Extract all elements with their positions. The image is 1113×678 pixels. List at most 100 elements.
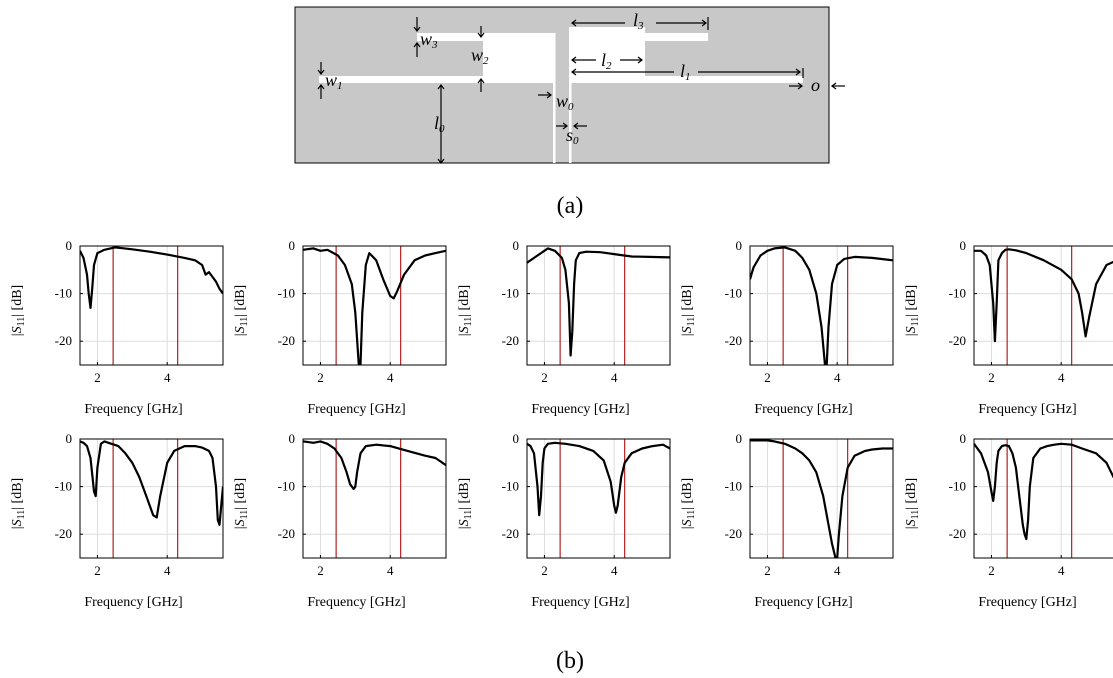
- s11-curve: [974, 248, 1113, 343]
- ytick-label--20: -20: [725, 333, 742, 348]
- label-w3: w3: [420, 29, 438, 51]
- xtick-label-2: 2: [988, 563, 995, 578]
- label-o: o: [811, 75, 820, 95]
- xtick-label-2: 2: [541, 563, 548, 578]
- ytick-label-0: 0: [289, 431, 296, 446]
- s11-curve: [303, 247, 446, 365]
- ytick-label--10: -10: [949, 479, 966, 494]
- s11-curve: [527, 247, 670, 357]
- plot-row1-col4: 2 4 0 -10 -20 Frequency [GHz] |S11| [dB]: [680, 238, 894, 417]
- plot-frame: [749, 438, 894, 559]
- ytick-label--10: -10: [55, 479, 72, 494]
- caption-a: (a): [557, 193, 584, 219]
- xtick-label-4: 4: [387, 563, 394, 578]
- plot-frame: [973, 245, 1113, 366]
- ytick-label--20: -20: [725, 526, 742, 541]
- label-l1: l1: [680, 61, 691, 83]
- ytick-label-0: 0: [960, 238, 967, 253]
- x-axis-title: Frequency [GHz]: [754, 595, 852, 610]
- ytick-label-0: 0: [513, 431, 520, 446]
- ytick-label--20: -20: [55, 333, 72, 348]
- xtick-label-4: 4: [611, 563, 618, 578]
- ytick-label--10: -10: [725, 479, 742, 494]
- x-axis-title: Frequency [GHz]: [754, 402, 852, 417]
- s11-curve: [527, 441, 670, 517]
- xtick-label-4: 4: [834, 370, 841, 385]
- x-axis-title: Frequency [GHz]: [978, 402, 1076, 417]
- plot-row2-col4: 2 4 0 -10 -20 Frequency [GHz] |S11| [dB]: [680, 431, 894, 610]
- label-l3: l3: [633, 10, 644, 32]
- label-w1: w1: [325, 70, 343, 92]
- s11-curve: [750, 246, 893, 365]
- plot-frame: [526, 245, 671, 366]
- plot-row2-col5: 2 4 0 -10 -20 Frequency [GHz] |S11| [dB]: [904, 431, 1113, 610]
- s11-plots: 2 4 0 -10 -20 Frequency [GHz] |S11| [dB] 2 4 0 -10…: [10, 238, 1113, 610]
- antenna-diagram: w3 w2 w1 l0 w0 s0 l3 l2 l1 o: [294, 6, 845, 164]
- y-axis-title: |S11| [dB]: [680, 478, 697, 529]
- plot-row2-col3: 2 4 0 -10 -20 Frequency [GHz] |S11| [dB]: [457, 431, 671, 610]
- xtick-label-4: 4: [834, 563, 841, 578]
- ytick-label--20: -20: [55, 526, 72, 541]
- y-axis-title: |S11| [dB]: [680, 285, 697, 336]
- dimension-arrows: [317, 17, 845, 164]
- xtick-label-4: 4: [1058, 370, 1065, 385]
- xtick-label-2: 2: [764, 563, 771, 578]
- y-axis-title: |S11| [dB]: [10, 478, 27, 529]
- plot-row1-col1: 2 4 0 -10 -20 Frequency [GHz] |S11| [dB]: [10, 238, 224, 417]
- ytick-label--20: -20: [278, 526, 295, 541]
- ytick-label--20: -20: [502, 526, 519, 541]
- ytick-label--20: -20: [278, 333, 295, 348]
- s11-curve: [974, 442, 1113, 541]
- y-axis-title: |S11| [dB]: [457, 478, 474, 529]
- ytick-label-0: 0: [960, 431, 967, 446]
- ytick-label--20: -20: [949, 333, 966, 348]
- x-axis-title: Frequency [GHz]: [307, 402, 405, 417]
- label-w2: w2: [471, 45, 489, 67]
- xtick-label-2: 2: [541, 370, 548, 385]
- plot-frame: [79, 245, 224, 366]
- plot-row2-col2: 2 4 0 -10 -20 Frequency [GHz] |S11| [dB]: [233, 431, 447, 610]
- slot-w2-block: [483, 33, 555, 83]
- x-axis-title: Frequency [GHz]: [531, 402, 629, 417]
- plot-frame: [749, 245, 894, 366]
- caption-b: (b): [556, 648, 584, 674]
- ytick-label-0: 0: [736, 238, 743, 253]
- plot-row2-col1: 2 4 0 -10 -20 Frequency [GHz] |S11| [dB]: [10, 431, 224, 610]
- y-axis-title: |S11| [dB]: [904, 478, 921, 529]
- x-axis-title: Frequency [GHz]: [84, 402, 182, 417]
- x-axis-title: Frequency [GHz]: [307, 595, 405, 610]
- xtick-label-2: 2: [317, 563, 324, 578]
- xtick-label-4: 4: [1058, 563, 1065, 578]
- xtick-label-4: 4: [164, 370, 171, 385]
- x-axis-title: Frequency [GHz]: [84, 595, 182, 610]
- ytick-label--10: -10: [278, 479, 295, 494]
- ytick-label-0: 0: [66, 431, 73, 446]
- label-l2: l2: [601, 50, 612, 72]
- slot-w3-arm: [417, 33, 555, 41]
- y-axis-title: |S11| [dB]: [233, 285, 250, 336]
- y-axis-title: |S11| [dB]: [904, 285, 921, 336]
- y-axis-title: |S11| [dB]: [233, 478, 250, 529]
- x-axis-title: Frequency [GHz]: [531, 595, 629, 610]
- xtick-label-2: 2: [94, 370, 101, 385]
- plot-frame: [79, 438, 224, 559]
- xtick-label-4: 4: [164, 563, 171, 578]
- ytick-label--10: -10: [949, 286, 966, 301]
- plot-frame: [302, 438, 447, 559]
- xtick-label-2: 2: [94, 563, 101, 578]
- xtick-label-4: 4: [387, 370, 394, 385]
- ytick-label--10: -10: [278, 286, 295, 301]
- plot-row1-col2: 2 4 0 -10 -20 Frequency [GHz] |S11| [dB]: [233, 238, 447, 417]
- ytick-label-0: 0: [736, 431, 743, 446]
- ytick-label--10: -10: [55, 286, 72, 301]
- y-axis-title: |S11| [dB]: [10, 285, 27, 336]
- s11-curve: [80, 440, 223, 526]
- feed-slot-right: [569, 27, 572, 163]
- ytick-label--10: -10: [502, 286, 519, 301]
- substrate: [294, 6, 830, 164]
- label-w0: w0: [556, 91, 574, 113]
- label-l0: l0: [434, 113, 445, 135]
- s11-curve: [303, 440, 446, 491]
- s11-curve: [80, 246, 223, 309]
